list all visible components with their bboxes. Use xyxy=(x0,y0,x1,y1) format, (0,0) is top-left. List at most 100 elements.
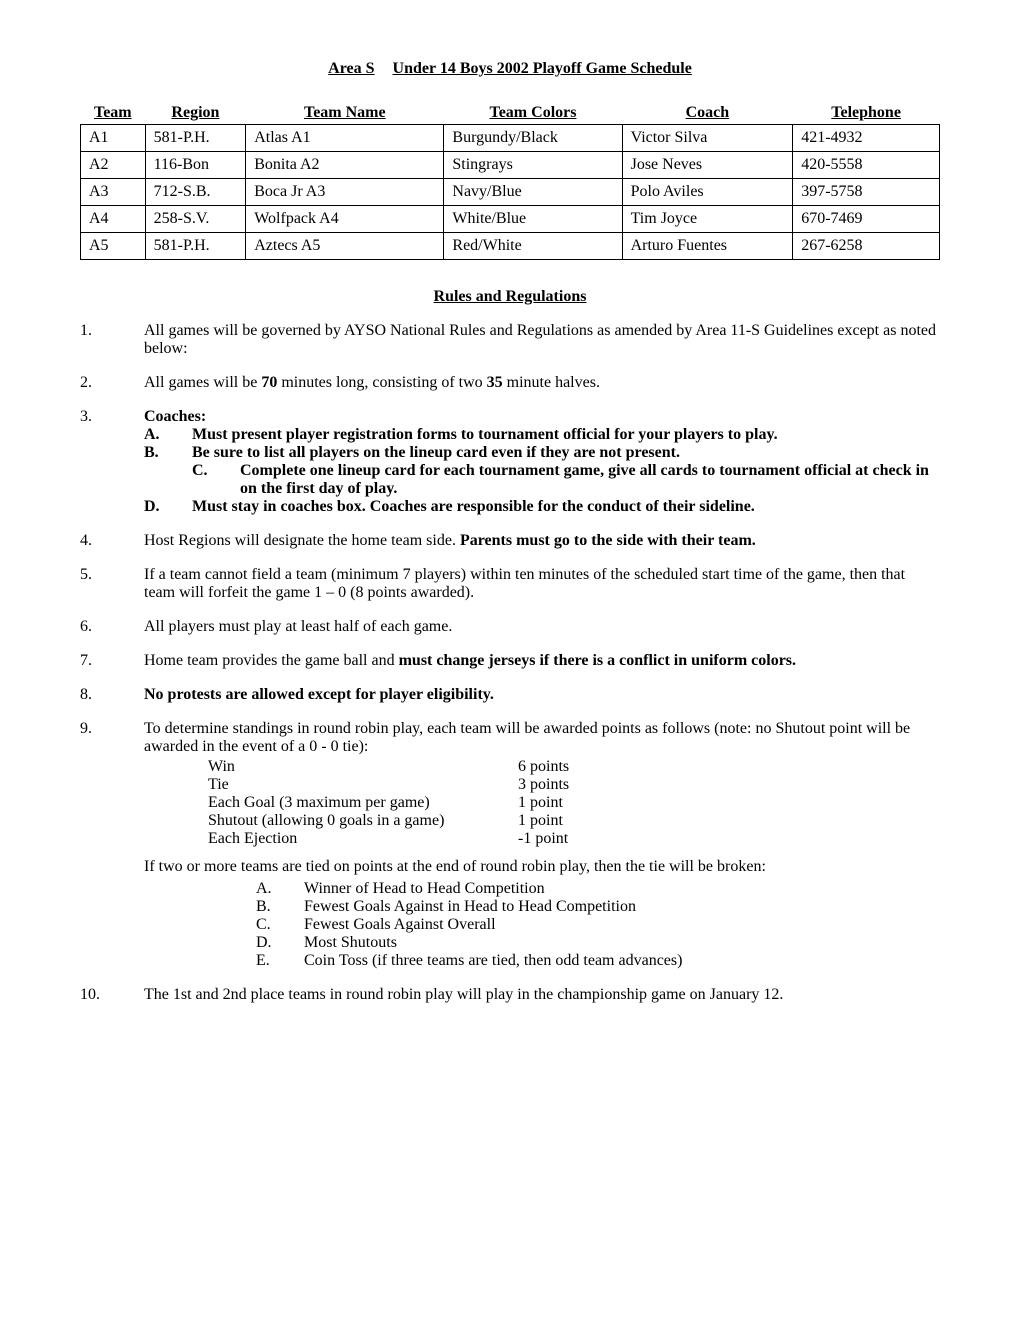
rule-text: The 1st and 2nd place teams in round rob… xyxy=(144,986,940,1004)
table-row: A2116-BonBonita A2StingraysJose Neves420… xyxy=(81,152,940,179)
table-cell: 581-P.H. xyxy=(145,233,246,260)
table-cell: A4 xyxy=(81,206,146,233)
rule-text: If a team cannot field a team (minimum 7… xyxy=(144,566,940,602)
rule-text: No protests are allowed except for playe… xyxy=(144,686,940,704)
table-cell: Jose Neves xyxy=(622,152,793,179)
rule-number: 9. xyxy=(80,720,144,970)
rule-text: Host Regions will designate the home tea… xyxy=(144,532,940,550)
table-row: A5581-P.H.Aztecs A5Red/WhiteArturo Fuent… xyxy=(81,233,940,260)
rule-10: 10. The 1st and 2nd place teams in round… xyxy=(80,986,940,1004)
tiebreak-text: Fewest Goals Against Overall xyxy=(304,916,496,934)
table-cell: Burgundy/Black xyxy=(444,125,622,152)
rule-4: 4. Host Regions will designate the home … xyxy=(80,532,940,550)
rule-6: 6. All players must play at least half o… xyxy=(80,618,940,636)
table-cell: A2 xyxy=(81,152,146,179)
table-cell: Boca Jr A3 xyxy=(246,179,444,206)
title-right: Under 14 Boys 2002 Playoff Game Schedule xyxy=(393,60,692,77)
table-row: A4258-S.V.Wolfpack A4White/BlueTim Joyce… xyxy=(81,206,940,233)
table-cell: 267-6258 xyxy=(793,233,940,260)
rule-text: All games will be 70 minutes long, consi… xyxy=(144,374,940,392)
table-header-row: Team Region Team Name Team Colors Coach … xyxy=(81,102,940,125)
points-value: 3 points xyxy=(518,776,598,794)
rule-text: All players must play at least half of e… xyxy=(144,618,940,636)
rules-list: 1. All games will be governed by AYSO Na… xyxy=(80,322,940,1004)
points-value: 1 point xyxy=(518,794,598,812)
points-label: Win xyxy=(208,758,518,776)
rule-text: All games will be governed by AYSO Natio… xyxy=(144,322,940,358)
col-coach: Coach xyxy=(622,102,793,125)
table-cell: Red/White xyxy=(444,233,622,260)
table-cell: 397-5758 xyxy=(793,179,940,206)
table-row: A1581-P.H.Atlas A1Burgundy/BlackVictor S… xyxy=(81,125,940,152)
table-cell: Stingrays xyxy=(444,152,622,179)
table-cell: A3 xyxy=(81,179,146,206)
table-cell: Victor Silva xyxy=(622,125,793,152)
points-label: Tie xyxy=(208,776,518,794)
rule-text: Coaches: A.Must present player registrat… xyxy=(144,408,940,516)
tiebreak-text: Coin Toss (if three teams are tied, then… xyxy=(304,952,682,970)
col-telephone: Telephone xyxy=(793,102,940,125)
rule-number: 1. xyxy=(80,322,144,358)
table-cell: Aztecs A5 xyxy=(246,233,444,260)
table-cell: Navy/Blue xyxy=(444,179,622,206)
table-cell: Bonita A2 xyxy=(246,152,444,179)
table-cell: 420-5558 xyxy=(793,152,940,179)
table-cell: 712-S.B. xyxy=(145,179,246,206)
tiebreak-item: A.Winner of Head to Head Competition xyxy=(256,880,940,898)
table-cell: 258-S.V. xyxy=(145,206,246,233)
points-row: Each Goal (3 maximum per game)1 point xyxy=(208,794,940,812)
points-label: Each Goal (3 maximum per game) xyxy=(208,794,518,812)
tiebreak-item: E.Coin Toss (if three teams are tied, th… xyxy=(256,952,940,970)
page-title: Area S Under 14 Boys 2002 Playoff Game Sc… xyxy=(80,60,940,78)
tiebreak-letter: D. xyxy=(256,934,304,952)
rule-3: 3. Coaches: A.Must present player regist… xyxy=(80,408,940,516)
table-cell: Polo Aviles xyxy=(622,179,793,206)
table-cell: Tim Joyce xyxy=(622,206,793,233)
tiebreak-list: A.Winner of Head to Head CompetitionB.Fe… xyxy=(256,880,940,970)
table-cell: White/Blue xyxy=(444,206,622,233)
col-team-colors: Team Colors xyxy=(444,102,622,125)
rule-number: 8. xyxy=(80,686,144,704)
sub-d: D.Must stay in coaches box. Coaches are … xyxy=(144,498,940,516)
tiebreak-letter: A. xyxy=(256,880,304,898)
rule-number: 3. xyxy=(80,408,144,516)
title-left: Area S xyxy=(328,60,374,77)
col-team-name: Team Name xyxy=(246,102,444,125)
rule-text: Home team provides the game ball and mus… xyxy=(144,652,940,670)
teams-table: Team Region Team Name Team Colors Coach … xyxy=(80,102,940,260)
tiebreak-text: Winner of Head to Head Competition xyxy=(304,880,545,898)
tiebreak-intro: If two or more teams are tied on points … xyxy=(144,858,766,875)
tiebreak-letter: E. xyxy=(256,952,304,970)
coaches-heading: Coaches: xyxy=(144,408,206,425)
rule-number: 4. xyxy=(80,532,144,550)
sub-a: A.Must present player registration forms… xyxy=(144,426,940,444)
rule-7: 7. Home team provides the game ball and … xyxy=(80,652,940,670)
rule-text: To determine standings in round robin pl… xyxy=(144,720,940,970)
rules-title: Rules and Regulations xyxy=(80,288,940,306)
table-cell: Atlas A1 xyxy=(246,125,444,152)
table-row: A3712-S.B.Boca Jr A3Navy/BluePolo Aviles… xyxy=(81,179,940,206)
coaches-sublist: A.Must present player registration forms… xyxy=(144,426,940,516)
tiebreak-text: Fewest Goals Against in Head to Head Com… xyxy=(304,898,636,916)
tiebreak-item: B.Fewest Goals Against in Head to Head C… xyxy=(256,898,940,916)
points-row: Each Ejection-1 point xyxy=(208,830,940,848)
points-label: Shutout (allowing 0 goals in a game) xyxy=(208,812,518,830)
tiebreak-item: C.Fewest Goals Against Overall xyxy=(256,916,940,934)
rule-9: 9. To determine standings in round robin… xyxy=(80,720,940,970)
col-team: Team xyxy=(81,102,146,125)
table-cell: 116-Bon xyxy=(145,152,246,179)
rule-5: 5. If a team cannot field a team (minimu… xyxy=(80,566,940,602)
points-row: Win6 points xyxy=(208,758,940,776)
table-cell: A1 xyxy=(81,125,146,152)
table-cell: 581-P.H. xyxy=(145,125,246,152)
table-cell: A5 xyxy=(81,233,146,260)
tiebreak-letter: B. xyxy=(256,898,304,916)
tiebreak-item: D.Most Shutouts xyxy=(256,934,940,952)
points-row: Shutout (allowing 0 goals in a game)1 po… xyxy=(208,812,940,830)
sub-c: C.Complete one lineup card for each tour… xyxy=(192,462,940,498)
rule-number: 2. xyxy=(80,374,144,392)
points-table: Win6 pointsTie3 pointsEach Goal (3 maxim… xyxy=(208,758,940,848)
points-value: 6 points xyxy=(518,758,598,776)
rule-number: 7. xyxy=(80,652,144,670)
points-value: 1 point xyxy=(518,812,598,830)
